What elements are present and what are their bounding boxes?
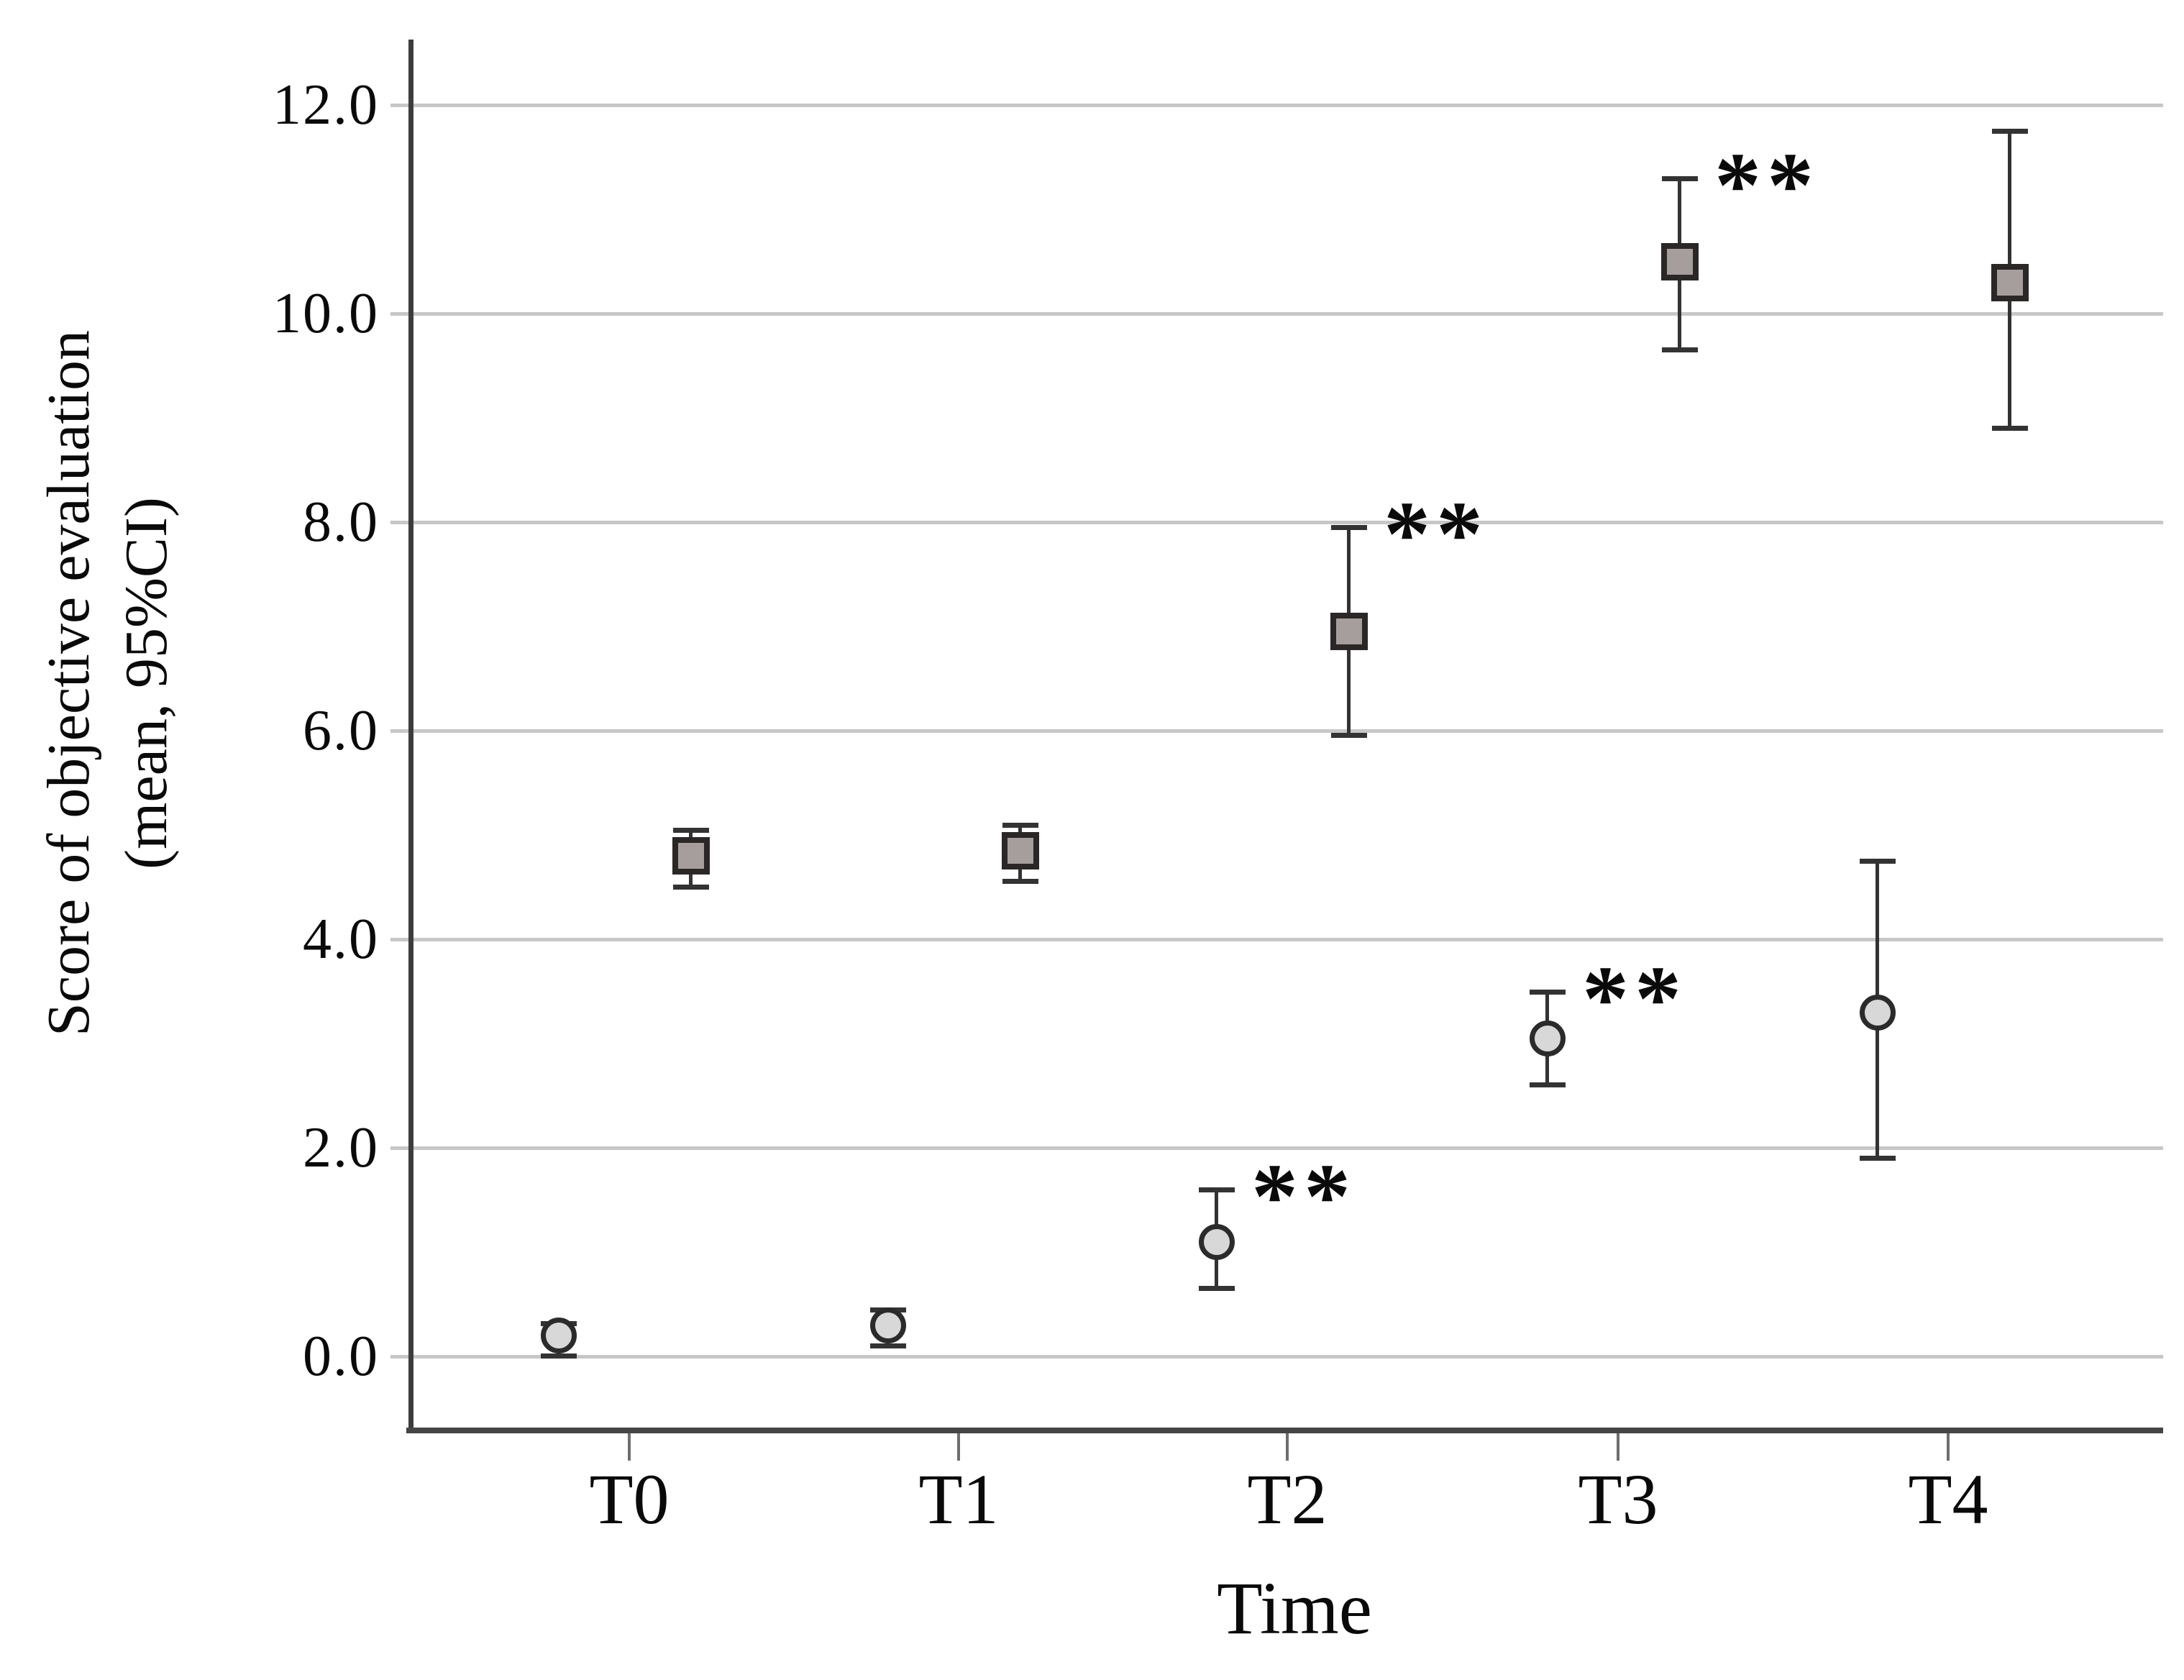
- y-tick-label: 4.0: [303, 908, 379, 971]
- circle-marker: [1860, 994, 1896, 1031]
- gridline-y-2.0: [390, 1146, 2163, 1150]
- gridline-y-0.0: [390, 1355, 2163, 1359]
- circle-marker: [541, 1318, 577, 1353]
- significance-asterisks: **: [1384, 483, 1489, 587]
- y-tick-label: 6.0: [303, 699, 379, 762]
- error-bar-cap-bottom: [1662, 347, 1698, 352]
- y-tick-label: 8.0: [303, 490, 379, 554]
- x-tick-T0: [628, 1433, 631, 1461]
- y-tick-label: 12.0: [273, 73, 379, 137]
- square-marker: [1991, 263, 2029, 301]
- error-bar-cap-bottom: [1002, 879, 1038, 885]
- gridline-y-8.0: [390, 521, 2163, 524]
- x-tick-label-T4: T4: [1908, 1459, 1988, 1539]
- error-bar-cap-bottom: [1199, 1285, 1235, 1291]
- error-bar-cap-top: [1662, 175, 1698, 181]
- y-axis-title: Score of objective evaluation (mean, 95%…: [30, 330, 186, 1036]
- x-tick-label-T2: T2: [1247, 1459, 1328, 1539]
- error-bar-cap-top: [1002, 822, 1038, 828]
- error-bar-cap-bottom: [1860, 1155, 1896, 1161]
- significance-asterisks: **: [1714, 133, 1819, 237]
- error-bar-cap-bottom: [673, 884, 709, 890]
- error-bar-cap-bottom: [1331, 733, 1367, 739]
- x-tick-T1: [957, 1433, 960, 1461]
- error-bar-cap-top: [1992, 129, 2028, 134]
- gridline-y-12.0: [390, 104, 2163, 107]
- gridline-y-4.0: [390, 938, 2163, 941]
- error-bar-cap-bottom: [541, 1353, 577, 1359]
- square-marker: [1330, 613, 1368, 651]
- square-marker: [1661, 242, 1699, 280]
- x-tick-T3: [1617, 1433, 1619, 1461]
- y-axis-title-line2: (mean, 95%CI): [113, 497, 180, 869]
- significance-asterisks: **: [1251, 1145, 1356, 1248]
- error-bar-cap-bottom: [870, 1343, 906, 1348]
- error-bar-cap-top: [1331, 525, 1367, 531]
- y-tick-label: 0.0: [303, 1325, 379, 1388]
- circle-marker: [870, 1307, 906, 1343]
- x-axis-title: Time: [1217, 1567, 1372, 1650]
- error-bar-cap-bottom: [1992, 425, 2028, 431]
- y-axis-title-line1: Score of objective evaluation: [35, 330, 102, 1036]
- circle-marker: [1530, 1020, 1566, 1056]
- error-bar-cap-top: [1530, 989, 1566, 995]
- x-axis-line: [406, 1428, 2163, 1433]
- error-bar-cap-bottom: [1530, 1082, 1566, 1087]
- square-marker: [1002, 831, 1039, 869]
- significance-asterisks: **: [1582, 946, 1687, 1051]
- x-tick-label-T3: T3: [1578, 1459, 1658, 1539]
- error-bar-cap-top: [1860, 859, 1896, 864]
- x-tick-label-T0: T0: [589, 1459, 670, 1539]
- x-tick-label-T1: T1: [918, 1459, 999, 1539]
- error-bar-cap-top: [673, 827, 709, 833]
- x-tick-T2: [1286, 1433, 1289, 1461]
- error-bar-cap-top: [1199, 1187, 1235, 1192]
- y-tick-label: 2.0: [303, 1116, 379, 1179]
- y-axis-line: [408, 40, 414, 1433]
- square-marker: [672, 837, 710, 875]
- x-tick-T4: [1947, 1433, 1950, 1461]
- circle-marker: [1199, 1223, 1235, 1260]
- y-tick-label: 10.0: [273, 282, 379, 345]
- gridline-y-10.0: [390, 312, 2163, 316]
- gridline-y-6.0: [390, 729, 2163, 733]
